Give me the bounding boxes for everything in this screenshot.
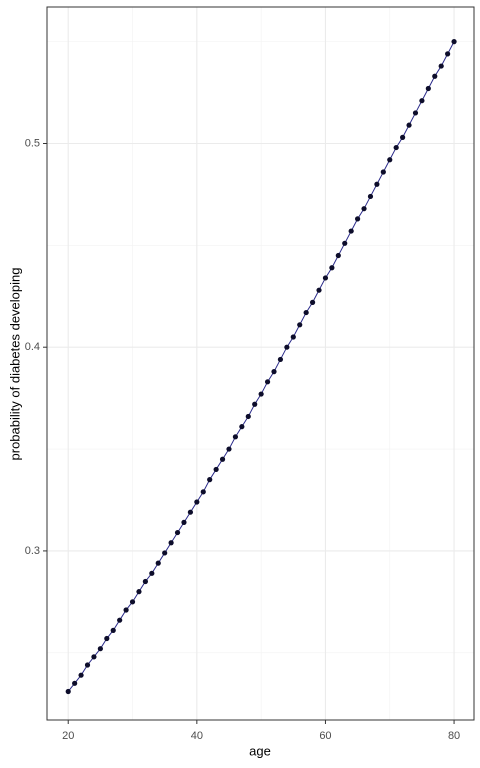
data-point [387, 157, 393, 163]
y-tick-label: 0.4 [25, 341, 40, 353]
x-tick-label: 60 [319, 730, 331, 742]
data-point [271, 369, 277, 375]
data-point [419, 98, 425, 104]
data-point [213, 466, 219, 473]
data-point [72, 680, 78, 686]
data-point [232, 434, 239, 440]
y-tick-label: 0.3 [25, 545, 40, 557]
data-point [84, 662, 91, 668]
data-point [284, 344, 290, 350]
data-point [374, 181, 380, 187]
data-point [155, 560, 161, 566]
x-tick-label: 20 [62, 730, 74, 742]
data-point [149, 570, 155, 576]
data-point [97, 646, 103, 652]
x-axis-label: age [249, 743, 271, 758]
data-point [194, 499, 200, 505]
data-point [451, 39, 457, 45]
data-point [393, 144, 399, 151]
data-point [361, 206, 367, 212]
data-point [65, 688, 71, 695]
data-point [445, 51, 451, 57]
data-point [425, 85, 431, 92]
data-point [142, 578, 148, 585]
data-point [129, 599, 136, 605]
data-point [348, 228, 354, 234]
panel-border [46, 6, 475, 721]
data-point [117, 617, 123, 623]
data-point [342, 240, 348, 246]
data-point [277, 356, 284, 363]
data-point [309, 299, 316, 305]
data-point [91, 654, 97, 660]
data-point [110, 627, 116, 633]
data-point [329, 265, 335, 271]
data-point [252, 401, 258, 407]
data-point [219, 456, 226, 462]
data-point [380, 169, 386, 175]
data-point [406, 122, 412, 128]
data-point [258, 391, 264, 397]
data-point [400, 134, 406, 140]
data-point [123, 607, 129, 613]
data-point [316, 287, 322, 293]
data-point [78, 672, 84, 678]
data-point [181, 519, 187, 525]
data-point [104, 635, 110, 642]
data-point [297, 322, 303, 328]
data-point [303, 309, 309, 316]
data-point [290, 334, 296, 340]
data-point [322, 275, 329, 281]
data-point [207, 477, 213, 483]
y-tick-label: 0.5 [25, 137, 40, 149]
data-point [438, 63, 444, 69]
data-point [245, 413, 251, 420]
x-tick-label: 80 [448, 730, 460, 742]
data-point [162, 550, 168, 556]
data-point [367, 193, 374, 200]
data-point [239, 424, 245, 430]
data-point [174, 529, 181, 536]
data-point [412, 110, 419, 116]
data-point [136, 589, 142, 595]
y-axis-label: probability of diabetes developing [7, 268, 22, 461]
data-point [200, 489, 206, 495]
data-point [226, 446, 232, 452]
data-point [264, 379, 271, 385]
data-point [187, 509, 194, 515]
x-tick-label: 40 [191, 730, 203, 742]
data-point [432, 73, 438, 79]
data-point [355, 216, 361, 222]
data-point [168, 540, 174, 546]
data-point [335, 252, 341, 259]
